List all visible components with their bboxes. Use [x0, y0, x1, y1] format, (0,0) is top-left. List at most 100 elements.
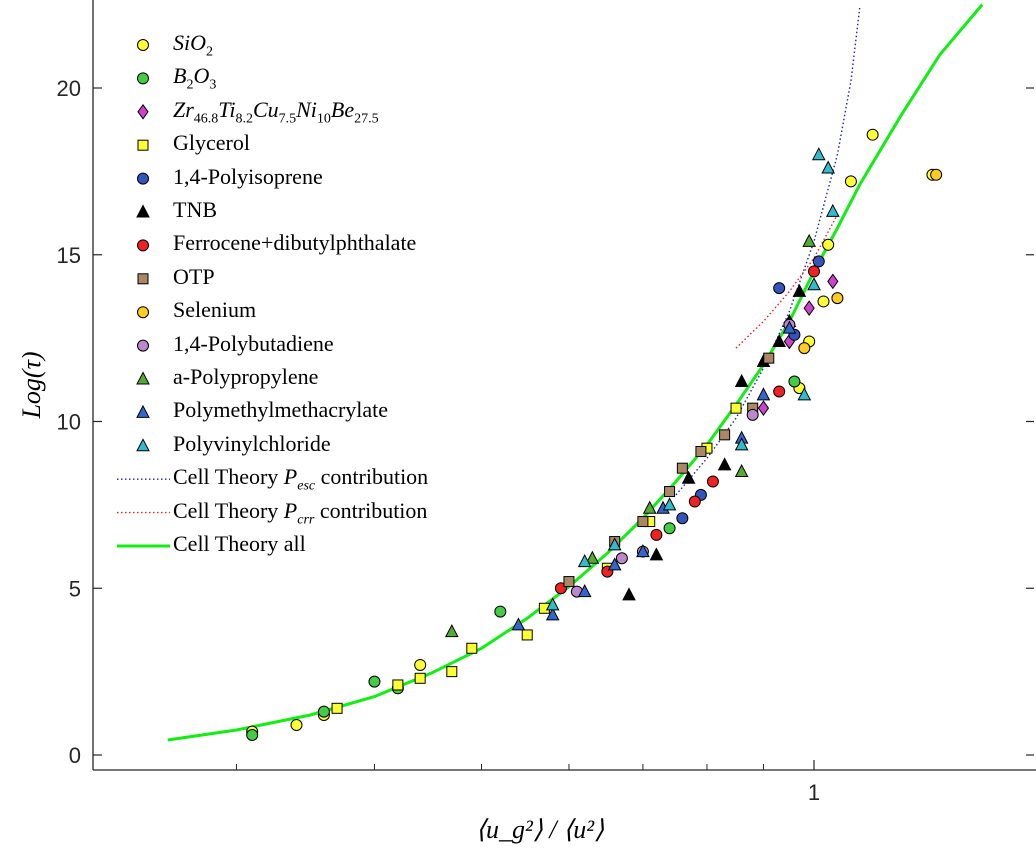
legend-marker-zr46-8ti8-2cu7-5ni10be27-5	[137, 103, 149, 120]
point-polymethylmethacrylate	[636, 543, 650, 558]
legend-marker-b2o3	[137, 72, 149, 85]
y-axis-label: Log(τ)	[17, 351, 46, 419]
curve-cell-theory-p-esc-contribution	[675, 7, 861, 496]
point-sio2	[822, 238, 835, 251]
point-glycerol	[446, 666, 458, 678]
x-axis-label: ⟨u_g²⟩ / ⟨u²⟩	[476, 815, 604, 844]
legend-label-glycerol: Glycerol	[173, 130, 250, 155]
legend-label-b2o3: B2O3	[173, 63, 216, 92]
y-tick-label: 5	[69, 576, 81, 601]
point-polyvinylchloride	[577, 553, 592, 568]
legend-label-1-4-polybutadiene: 1,4-Polybutadiene	[173, 331, 334, 356]
point-polymethylmethacrylate	[511, 617, 526, 631]
point-glycerol	[331, 702, 343, 714]
point-tnb	[681, 470, 696, 484]
point-selenium	[798, 342, 811, 355]
y-tick-label: 0	[69, 743, 81, 768]
legend-label-zr46-8ti8-2cu7-5ni10be27-5: Zr46.8Ti8.2Cu7.5Ni10Be27.5	[173, 97, 379, 126]
point-polyvinylchloride	[734, 437, 749, 451]
y-tick-label: 10	[57, 410, 81, 435]
point-glycerol	[414, 672, 426, 684]
point-polymethylmethacrylate	[577, 584, 592, 598]
point-a-polypropylene	[734, 463, 749, 478]
point-b2o3	[663, 522, 676, 535]
point-sio2	[866, 128, 879, 141]
point-sio2	[844, 175, 857, 188]
x-tick-label: 1	[808, 780, 820, 805]
legend-label-ferrocene-dibutylphthalate: Ferrocene+dibutylphthalate	[173, 230, 416, 255]
point-b2o3	[494, 605, 507, 618]
point-tnb	[717, 457, 732, 471]
point-zr46-8ti8-2cu7-5ni10be27-5	[827, 273, 839, 290]
legend-label-polymethylmethacrylate: Polymethylmethacrylate	[173, 397, 388, 422]
legend-marker-1-4-polybutadiene	[137, 339, 149, 352]
legend-marker-polyvinylchloride	[136, 438, 150, 452]
point-polyvinylchloride	[825, 203, 840, 217]
point-tnb	[649, 547, 664, 561]
legend-label-1-4-polyisoprene: 1,4-Polyisoprene	[173, 164, 323, 189]
point-zr46-8ti8-2cu7-5ni10be27-5	[803, 300, 815, 316]
points-layer	[246, 128, 943, 741]
point-polymethylmethacrylate	[607, 557, 622, 571]
legend-label-polyvinylchloride: Polyvinylchloride	[173, 431, 331, 456]
point-polyvinylchloride	[807, 277, 821, 291]
point-selenium	[831, 292, 844, 305]
legend-label-a-polypropylene: a-Polypropylene	[173, 364, 318, 389]
legend-label-cell-theory-all: Cell Theory all	[173, 531, 306, 556]
point-polymethylmethacrylate	[756, 387, 771, 401]
legend-marker-tnb	[136, 204, 150, 218]
point-otp	[637, 516, 649, 528]
point-zr46-8ti8-2cu7-5ni10be27-5	[757, 400, 770, 417]
point-glycerol	[521, 629, 533, 641]
legend-label-cell-theory-p-esc-contribution: Cell Theory Pesc contribution	[173, 464, 428, 493]
legend-marker-sio2	[137, 39, 149, 51]
legend-marker-selenium	[137, 306, 149, 319]
point-otp	[676, 462, 688, 474]
legend-marker-polymethylmethacrylate	[136, 404, 150, 418]
point-1-4-polyisoprene	[773, 282, 786, 295]
point-polyvinylchloride	[811, 147, 826, 161]
point-polymethylmethacrylate	[782, 320, 797, 334]
point-ferrocene-dibutylphthalate	[773, 385, 786, 398]
point-a-polypropylene	[585, 550, 600, 564]
point-tnb	[622, 587, 636, 601]
point-b2o3	[246, 728, 259, 741]
point-tnb	[734, 373, 749, 387]
point-ferrocene-dibutylphthalate	[688, 495, 701, 508]
point-b2o3	[317, 705, 330, 718]
legend-marker-glycerol	[137, 139, 149, 151]
point-otp	[763, 352, 775, 364]
point-b2o3	[788, 375, 801, 388]
point-sio2	[817, 295, 830, 308]
point-a-polypropylene	[802, 233, 817, 247]
point-glycerol	[392, 679, 404, 691]
legend-marker-otp	[137, 273, 149, 285]
point-a-polypropylene	[444, 624, 459, 638]
legend-label-cell-theory-p-crr-contribution: Cell Theory Pcrr contribution	[173, 498, 427, 527]
axes-layer: 0 5 10 15 20 1	[57, 0, 1036, 805]
legend-label-otp: OTP	[173, 264, 215, 289]
point-tnb	[772, 333, 787, 347]
legend-label-sio2: SiO2	[173, 30, 213, 59]
point-1-4-polybutadiene	[746, 408, 759, 421]
y-tick-label: 20	[57, 76, 81, 101]
legend-marker-a-polypropylene	[136, 371, 150, 385]
point-polymethylmethacrylate	[545, 607, 560, 621]
point-otp	[563, 576, 575, 588]
legend: SiO2 B2O3 Zr46.8Ti8.2Cu7.5Ni10Be27.5 Glycer…	[117, 30, 428, 556]
point-ferrocene-dibutylphthalate	[808, 265, 820, 278]
point-1-4-polyisoprene	[812, 255, 825, 268]
legend-label-selenium: Selenium	[173, 297, 256, 322]
point-ferrocene-dibutylphthalate	[706, 475, 719, 488]
point-b2o3	[368, 675, 381, 688]
point-sio2	[290, 718, 303, 731]
point-otp	[695, 446, 707, 458]
y-tick-label: 15	[57, 243, 81, 268]
point-glycerol	[730, 402, 742, 414]
point-1-4-polyisoprene	[676, 512, 689, 525]
point-otp	[719, 429, 731, 441]
point-selenium	[930, 168, 943, 181]
point-tnb	[792, 283, 807, 297]
